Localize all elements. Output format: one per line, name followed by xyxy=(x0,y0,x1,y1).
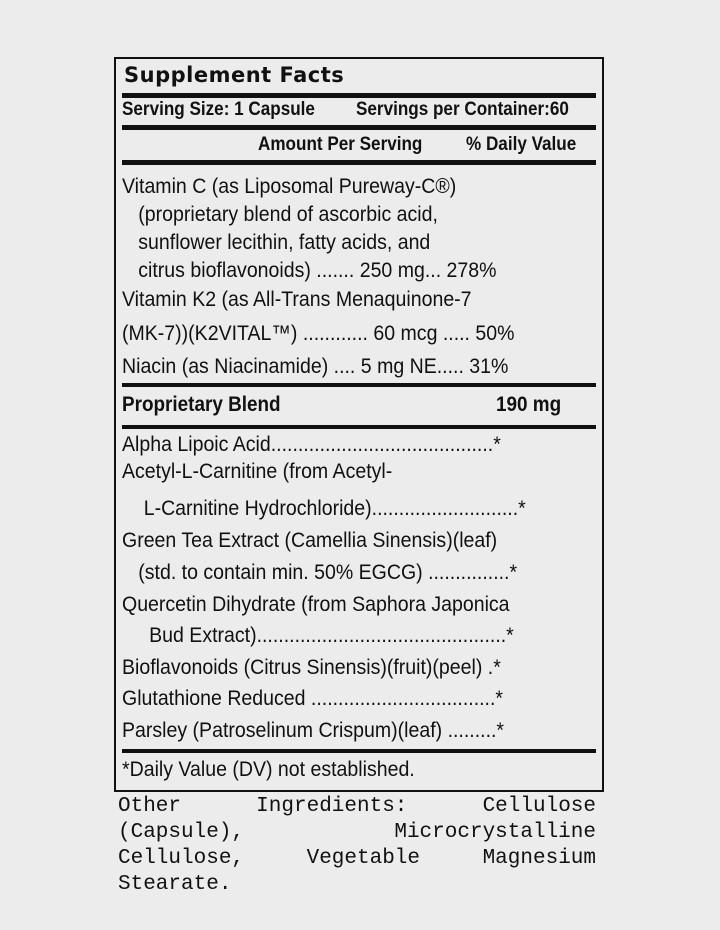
ingredient-line: Glutathione Reduced ....................… xyxy=(122,687,504,710)
nutrient-line: sunflower lecithin, fatty acids, and xyxy=(122,231,431,254)
proprietary-blend-label: Proprietary Blend xyxy=(122,393,281,416)
other-ingredients: Other Ingredients: Cellulose (Capsule), … xyxy=(118,795,596,896)
divider xyxy=(122,160,596,165)
ingredient-line: Parsley (Patroselinum Crispum)(leaf) ...… xyxy=(122,719,505,742)
footnote: *Daily Value (DV) not established. xyxy=(122,758,415,781)
ingredient-line: Bud Extract)............................… xyxy=(122,624,514,647)
ingredient-line: Green Tea Extract (Camellia Sinensis)(le… xyxy=(122,529,498,552)
nutrient-line: (proprietary blend of ascorbic acid, xyxy=(122,203,438,226)
divider xyxy=(122,749,596,753)
proprietary-blend-amount: 190 mg xyxy=(496,393,562,416)
nutrient-line: (MK-7))(K2VITAL™) ............ 60 mcg ..… xyxy=(122,322,515,345)
daily-value-header: % Daily Value xyxy=(466,134,577,155)
panel-title: Supplement Facts xyxy=(124,63,345,87)
ingredient-line: L-Carnitine Hydrochloride)..............… xyxy=(122,497,526,520)
nutrient-line: Vitamin C (as Liposomal Pureway-C®) xyxy=(122,175,457,198)
servings-per-container: Servings per Container:60 xyxy=(356,99,569,120)
divider xyxy=(122,93,596,98)
divider xyxy=(122,125,596,130)
ingredient-line: Bioflavonoids (Citrus Sinensis)(fruit)(p… xyxy=(122,656,501,679)
ingredient-line: Acetyl-L-Carnitine (from Acetyl- xyxy=(122,460,393,483)
nutrient-line: citrus bioflavonoids) ....... 250 mg... … xyxy=(122,259,497,282)
ingredient-line: Alpha Lipoic Acid.......................… xyxy=(122,433,501,456)
serving-size: Serving Size: 1 Capsule xyxy=(122,99,315,120)
amount-per-serving-header: Amount Per Serving xyxy=(258,134,423,155)
ingredient-line: (std. to contain min. 50% EGCG) ........… xyxy=(122,561,518,584)
divider xyxy=(122,425,596,429)
nutrient-line: Vitamin K2 (as All-Trans Menaquinone-7 xyxy=(122,288,472,311)
ingredient-line: Quercetin Dihydrate (from Saphora Japoni… xyxy=(122,593,510,616)
divider xyxy=(122,383,596,387)
supplement-facts-panel: Supplement Facts Serving Size: 1 Capsule… xyxy=(114,57,604,792)
nutrient-line: Niacin (as Niacinamide) .... 5 mg NE....… xyxy=(122,355,509,378)
